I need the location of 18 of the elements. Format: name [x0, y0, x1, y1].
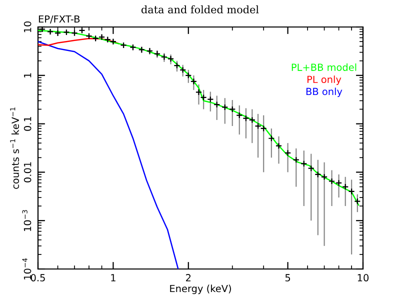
y-tick-label: 10 [24, 21, 32, 32]
x-tick-label: 5 [285, 274, 290, 282]
text: PL+BB model [292, 63, 356, 71]
y-tick-label: 0.1 [24, 116, 32, 131]
x-axis-title: Energy (keV) [170, 284, 231, 294]
y-tick-label: 10$^{−4}$ [22, 258, 32, 280]
y-tick-label: 10$^{−3}$ [22, 210, 32, 231]
x-tick-label: 1 [111, 274, 116, 282]
text: PL only [307, 76, 342, 85]
y-tick-label: 1 [24, 73, 32, 78]
y-axis-title: counts s$^{−1}$ keV$^{−1}$ [10, 108, 19, 189]
x-tick-label: 2 [186, 274, 191, 282]
x-tick-label: 10 [358, 274, 369, 282]
x-tick-label: 0.5 [30, 274, 45, 282]
text: BB only [306, 88, 342, 98]
text: EP/FXT-B [38, 15, 80, 24]
chart-title: data and folded model [141, 5, 259, 14]
y-tick-label: 0.01 [24, 162, 32, 182]
